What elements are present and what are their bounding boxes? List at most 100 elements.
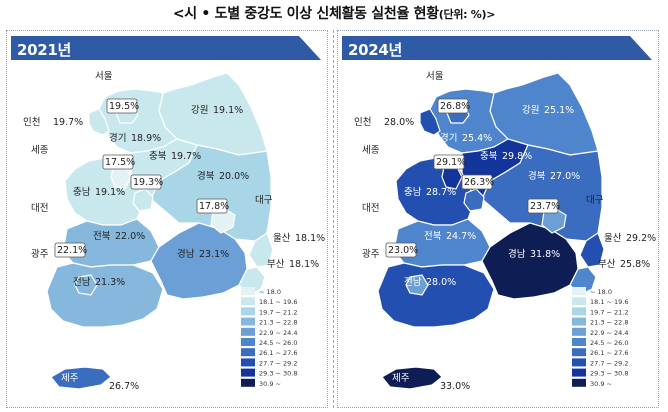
header-notch xyxy=(299,36,321,60)
region-name-gangwon: 강원 xyxy=(191,105,208,116)
region-ulsan xyxy=(248,232,274,268)
year-header: 2021년 xyxy=(11,36,321,60)
region-name-daegu: 대구 xyxy=(586,195,604,206)
region-gwangju xyxy=(405,274,429,296)
region-value-jeonbuk: 24.7% xyxy=(446,231,476,242)
map-group: 강원 19.1% 경기 18.9% 충남 19.1% 충북 19.7% 경북 20.0% 전북 22.… xyxy=(23,71,325,392)
region-name-busan: 부산 xyxy=(267,259,285,270)
legend-swatch xyxy=(572,368,586,377)
region-jeju xyxy=(381,366,443,390)
region-name-gyeongnam: 경남 xyxy=(508,248,526,260)
legend-label: 27.7 ~ 29.2 xyxy=(259,359,298,367)
region-name-jeonbuk: 전북 xyxy=(424,231,442,242)
region-value-chungnam: 19.1% xyxy=(95,187,125,198)
legend-label: 19.7 ~ 21.2 xyxy=(590,308,629,316)
legend-swatch xyxy=(572,338,586,346)
legend-label: 29.3 ~ 30.8 xyxy=(259,370,298,378)
header-notch xyxy=(630,36,652,60)
region-value-daegu: 23.7% xyxy=(530,201,560,212)
region-name-chungnam: 충남 xyxy=(404,187,422,198)
region-gwangju xyxy=(74,274,98,296)
region-value-incheon: 28.0% xyxy=(384,117,414,128)
region-name-daejeon: 대전 xyxy=(31,203,48,214)
region-jeonnam xyxy=(46,262,164,328)
region-name-sejong: 세종 xyxy=(362,145,380,156)
legend-label: 18.1 ~ 19.6 xyxy=(590,298,629,306)
region-name-gyeongbuk: 경북 xyxy=(528,170,546,182)
legend-label: 24.5 ~ 26.0 xyxy=(259,339,298,347)
region-name-chungnam: 충남 xyxy=(73,187,91,198)
region-name-seoul: 서울 xyxy=(426,71,444,82)
region-value-daegu: 17.8% xyxy=(199,201,229,212)
callout-box-seoul xyxy=(106,98,138,114)
callout-box-sejong xyxy=(102,154,134,170)
year-header: 2024년 xyxy=(342,36,652,60)
region-name-gangwon: 강원 xyxy=(522,105,539,116)
region-value-jeonbuk: 22.0% xyxy=(115,231,145,242)
region-value-gyeonggi: 18.9% xyxy=(131,133,161,144)
year-label: 2021년 xyxy=(17,41,72,59)
region-value-ulsan: 29.2% xyxy=(626,233,656,244)
legend-label: 27.7 ~ 29.2 xyxy=(590,359,629,367)
map-group: 강원 25.1% 경기 25.4% 충남 28.7% 충북 29.8% 경북 27.0% 전북 24.… xyxy=(354,71,656,392)
region-value-gyeongnam: 31.8% xyxy=(530,249,560,260)
region-name-daegu: 대구 xyxy=(255,195,273,206)
legend-swatch xyxy=(241,307,255,316)
region-value-jeju: 33.0% xyxy=(440,381,470,392)
region-value-seoul: 19.5% xyxy=(109,101,139,112)
region-value-gwangju: 22.1% xyxy=(57,245,87,256)
legend-swatch xyxy=(572,358,586,367)
title-text: <시 • 도별 중강도 이상 신체활동 실천율 현황 xyxy=(172,6,439,22)
region-jeju xyxy=(50,366,112,390)
region-name-daejeon: 대전 xyxy=(362,203,379,214)
legend-swatch xyxy=(572,378,586,387)
legend-swatch xyxy=(241,317,255,326)
region-incheon xyxy=(88,108,110,136)
region-name-jeonnam: 전남 xyxy=(73,277,91,288)
legend-swatch xyxy=(241,378,255,387)
page-title: <시 • 도별 중강도 이상 신체활동 실천율 현황(단위: %)> xyxy=(0,3,668,23)
region-name-seoul: 서울 xyxy=(95,71,113,82)
region-name-gyeonggi: 경기 xyxy=(440,132,457,144)
region-value-chungbuk: 19.7% xyxy=(171,151,201,162)
region-value-jeonnam: 21.3% xyxy=(95,277,125,288)
region-name-gyeongnam: 경남 xyxy=(177,248,195,260)
legend-swatch xyxy=(572,307,586,316)
region-name-chungbuk: 충북 xyxy=(149,151,167,162)
callout-box-daejeon xyxy=(130,174,162,190)
legend-label: 21.3 ~ 22.8 xyxy=(259,319,298,327)
region-name-gyeongbuk: 경북 xyxy=(197,170,215,182)
legend-swatch xyxy=(572,348,586,357)
legend-swatch xyxy=(241,327,255,336)
panel-divider xyxy=(333,30,334,408)
region-value-seoul: 26.8% xyxy=(440,101,470,112)
region-name-jeonnam: 전남 xyxy=(404,277,422,288)
callout-box-sejong xyxy=(433,154,465,170)
region-ulsan xyxy=(579,232,605,268)
region-name-jeonbuk: 전북 xyxy=(93,231,111,242)
legend: ~ 18.0 18.1 ~ 19.6 19.7 ~ 21.2 21.3 ~ 22.8 2… xyxy=(241,287,298,388)
region-value-gyeongnam: 23.1% xyxy=(199,249,229,260)
region-name-chungbuk: 충북 xyxy=(480,151,498,162)
region-name-jeju: 제주 xyxy=(392,373,410,384)
region-value-incheon: 19.7% xyxy=(53,117,83,128)
region-name-ulsan: 울산 xyxy=(273,233,291,244)
legend-label: 22.9 ~ 24.4 xyxy=(259,329,298,337)
region-value-gangwon: 19.1% xyxy=(213,105,243,116)
region-value-gangwon: 25.1% xyxy=(544,105,574,116)
region-value-jeonnam: 28.0% xyxy=(426,277,456,288)
legend-swatch xyxy=(572,317,586,326)
region-value-gwangju: 23.0% xyxy=(388,245,418,256)
callout-box-daegu xyxy=(527,198,559,214)
region-value-sejong: 17.5% xyxy=(105,157,135,168)
legend-swatch xyxy=(572,287,586,295)
region-name-incheon: 인천 xyxy=(354,117,371,128)
legend-label: 19.7 ~ 21.2 xyxy=(259,308,298,316)
region-value-ulsan: 18.1% xyxy=(295,233,325,244)
title-unit: (단위: %)> xyxy=(438,8,496,21)
legend-swatch xyxy=(572,297,586,306)
korea-map-svg: 강원 25.1% 경기 25.4% 충남 28.7% 충북 29.8% 경북 27.0% 전북 24.… xyxy=(354,71,656,392)
legend-label: 29.3 ~ 30.8 xyxy=(590,370,629,378)
callout-box-seoul xyxy=(437,98,469,114)
region-name-gyeonggi: 경기 xyxy=(109,132,126,144)
